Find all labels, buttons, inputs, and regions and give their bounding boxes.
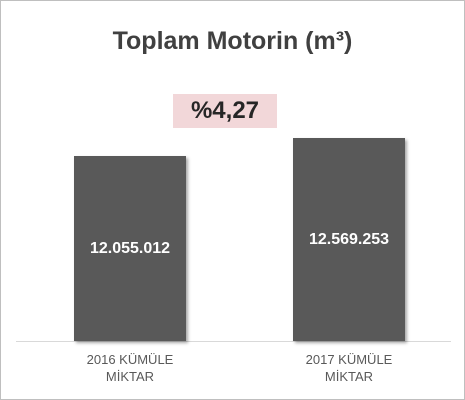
value-label: 12.055.012 xyxy=(89,239,171,257)
value-label: 12.569.253 xyxy=(308,230,390,248)
bar xyxy=(74,156,186,341)
x-tick-label: 2016 KÜMÜLE MİKTAR xyxy=(86,352,174,384)
bar xyxy=(293,138,405,341)
annotation: %4,27 xyxy=(173,94,277,128)
chart-title: Toplam Motorin (m³) xyxy=(112,27,353,55)
x-tick-label: 2017 KÜMÜLE MİKTAR xyxy=(305,352,393,384)
baseline xyxy=(16,341,451,342)
